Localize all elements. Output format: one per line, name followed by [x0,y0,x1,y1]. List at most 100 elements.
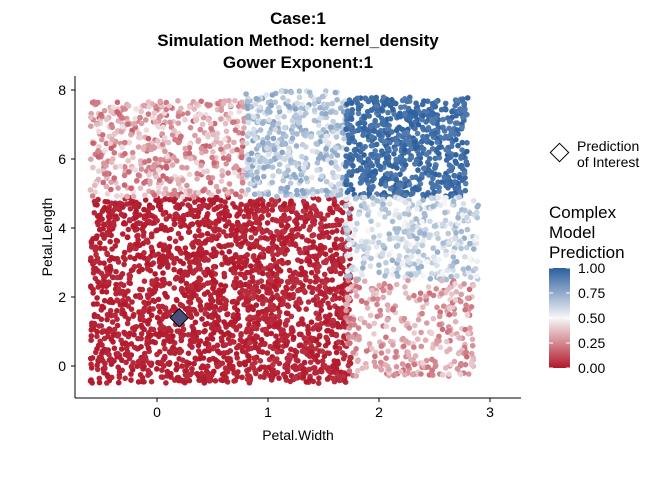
data-point [256,348,263,355]
data-point [173,361,180,367]
data-point [321,259,327,266]
data-point [272,99,279,105]
data-point [468,350,475,357]
data-point [413,100,419,106]
data-point [100,368,107,374]
data-point [297,109,304,116]
data-point [239,282,246,288]
data-point [359,298,365,305]
data-point [460,266,467,273]
data-point [218,197,224,204]
data-point [156,114,163,121]
data-point [160,276,167,283]
data-point [405,362,411,369]
point-of-interest-diamond-icon [169,307,190,328]
data-point [232,169,238,176]
data-point [343,202,349,209]
data-point [218,178,225,184]
data-point [125,103,132,109]
data-point [212,221,219,227]
data-point [343,196,350,202]
data-point [262,235,268,241]
data-point [383,334,389,341]
data-point [380,201,386,207]
data-point [260,270,266,277]
data-point [288,89,295,96]
data-point [236,108,243,115]
data-point [204,230,211,237]
data-point [206,305,213,312]
data-point [445,286,451,293]
data-point [146,333,152,339]
data-point [289,193,295,199]
data-point [386,366,392,373]
legend-diamond-icon [549,142,570,163]
data-point [428,270,435,277]
data-point [148,231,155,237]
data-point [337,377,343,383]
data-point [187,342,193,348]
data-point [341,378,348,384]
data-point [471,211,477,218]
data-point [288,313,295,320]
data-point [226,321,233,328]
data-point [126,353,132,359]
data-point [284,333,290,339]
data-point [192,132,198,139]
data-point [259,293,266,300]
data-point [451,311,458,317]
data-point [322,280,328,286]
data-point [351,322,358,328]
data-point [442,100,449,107]
data-point [257,104,264,111]
data-point [371,359,378,365]
data-point [151,192,158,198]
data-point [130,154,136,161]
data-point [355,104,362,111]
data-point [461,170,468,177]
data-point [415,121,422,128]
data-point [310,297,317,303]
data-point [355,110,362,117]
data-point [238,265,245,272]
data-point [115,379,122,386]
data-point [313,141,320,147]
data-point [173,211,179,217]
data-point [222,243,228,250]
data-point [239,130,246,136]
data-point [184,375,190,381]
data-point [363,205,369,211]
data-point [189,366,195,372]
data-point [97,245,104,252]
data-point [446,327,452,334]
data-point [282,374,289,381]
data-point [408,122,415,128]
data-point [96,379,103,386]
x-tick-label: 3 [486,404,494,420]
data-point [194,159,200,166]
data-point [97,212,103,218]
data-point [204,280,211,287]
data-point [436,188,442,194]
data-point [338,263,344,270]
data-point [426,232,433,238]
data-point [110,339,116,345]
data-point [141,180,147,186]
data-point [141,278,148,285]
data-point [307,359,314,366]
data-point [436,313,443,320]
data-point [392,212,399,218]
data-point [452,235,458,242]
data-point [411,344,417,351]
data-point [282,362,289,369]
data-point [318,366,325,373]
data-point [287,378,294,385]
data-point [339,200,346,206]
data-point [114,308,120,314]
data-point [184,252,191,258]
data-point [271,283,278,290]
data-point [273,263,280,270]
data-point [355,325,362,331]
data-point [387,185,394,192]
data-point [195,190,202,196]
